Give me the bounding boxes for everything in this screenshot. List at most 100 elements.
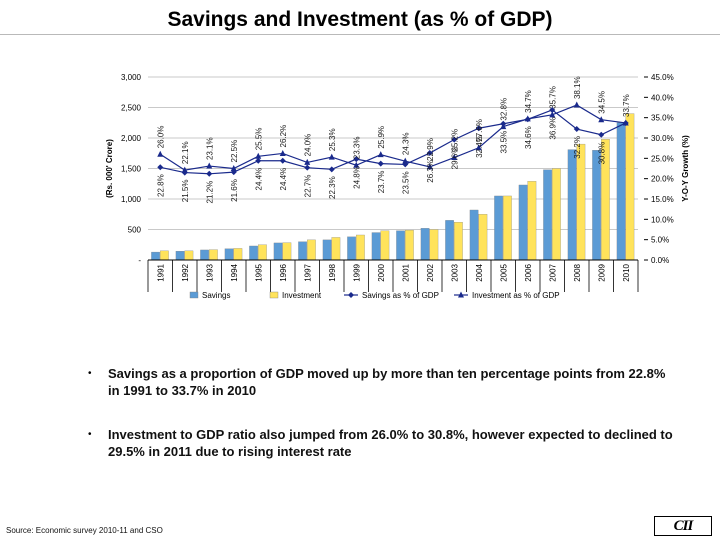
savings-pct-label: 30.8% — [597, 142, 606, 165]
investment-pct-label: 34.5% — [597, 91, 606, 114]
savings-bar — [592, 150, 601, 261]
savings-bar — [298, 241, 307, 261]
investment-pct-label: 25.9% — [377, 126, 386, 149]
right-tick-label: 10.0% — [651, 215, 674, 224]
investment-bar — [331, 237, 341, 261]
legend-label: Savings as % of GDP — [362, 291, 439, 300]
bullet-text-savings: Savings as a proportion of GDP moved up … — [108, 366, 666, 398]
investment-bar — [282, 242, 292, 261]
savings-pct-point — [304, 164, 311, 171]
x-tick-label: 1992 — [181, 263, 190, 281]
savings-pct-label: 21.6% — [230, 179, 239, 202]
investment-pct-label: 22.5% — [230, 140, 239, 163]
investment-pct-label: 24.0% — [303, 134, 312, 157]
savings-bar — [567, 149, 577, 261]
left-tick-label: 1,500 — [121, 165, 142, 174]
investment-bar — [380, 230, 390, 261]
investment-bar — [576, 143, 586, 261]
savings-bar — [224, 248, 234, 261]
savings-bar — [543, 169, 552, 261]
x-tick-label: 2000 — [377, 263, 386, 281]
lines — [157, 101, 629, 177]
savings-pct-point — [573, 126, 580, 133]
x-tick-label: 1998 — [328, 263, 337, 281]
bars — [151, 113, 635, 261]
right-axis-title: Y-O-Y Growth (%) — [681, 135, 690, 202]
legend-label: Investment — [282, 291, 322, 300]
investment-pct-point — [279, 149, 286, 156]
investment-bar — [478, 214, 488, 261]
savings-pct-point — [279, 157, 286, 164]
investment-pct-point — [157, 150, 164, 157]
x-tick-label: 1991 — [156, 263, 165, 281]
legend-swatch — [189, 291, 199, 299]
savings-pct-label: 32.4% — [475, 135, 484, 158]
x-tick-label: 1997 — [303, 263, 312, 281]
investment-bar — [209, 249, 218, 261]
savings-bar — [249, 245, 258, 261]
x-tick-label: 2004 — [475, 263, 484, 281]
investment-pct-label: 26.0% — [156, 126, 165, 149]
x-tick-label: 1994 — [230, 263, 239, 281]
savings-pct-point — [451, 136, 458, 143]
savings-pct-label: 22.8% — [156, 174, 165, 197]
legend-swatch — [269, 291, 279, 299]
investment-pct-label: 23.3% — [352, 137, 361, 160]
savings-bar — [518, 184, 528, 261]
savings-pct-point — [255, 157, 262, 164]
investment-bar — [454, 222, 463, 261]
investment-bar — [233, 248, 243, 261]
x-tick-label: 2010 — [622, 263, 631, 281]
investment-pct-point — [573, 101, 580, 108]
left-tick-label: 1,000 — [121, 195, 142, 204]
left-tick-label: 500 — [128, 226, 142, 235]
savings-bar — [445, 220, 454, 261]
investment-pct-point — [304, 158, 311, 165]
investment-pct-point — [500, 123, 507, 130]
savings-pct-point — [475, 125, 482, 132]
investment-pct-label: 22.1% — [181, 141, 190, 164]
savings-pct-label: 29.6% — [450, 147, 459, 170]
legend: Savings Investment Savings as % of GDP Inve… — [189, 291, 560, 300]
savings-bar — [151, 251, 160, 261]
investment-pct-point — [402, 157, 409, 164]
data-labels: 22.8% 21.5% 21.2% 21.6% 24.4% 24.4% 22.7% 22.3%… — [156, 76, 631, 203]
savings-bar — [420, 228, 430, 261]
investment-pct-label: 32.8% — [499, 98, 508, 121]
right-tick-label: 40.0% — [651, 93, 674, 102]
right-tick-label: 20.0% — [651, 175, 674, 184]
investment-pct-label: 25.5% — [254, 128, 263, 151]
savings-bar — [371, 232, 381, 261]
savings-pct-label: 22.3% — [328, 176, 337, 199]
investment-pct-label: 25.2% — [450, 129, 459, 152]
investment-pct-point — [549, 111, 556, 118]
savings-pct-label: 22.7% — [303, 175, 312, 198]
savings-bar — [494, 195, 503, 261]
savings-bar — [347, 236, 356, 261]
investment-bar — [160, 250, 169, 261]
investment-bar — [625, 113, 635, 261]
savings-bar — [322, 239, 332, 261]
left-tick-label: 3,000 — [121, 73, 142, 82]
investment-pct-point — [598, 116, 605, 123]
savings-pct-point — [377, 160, 384, 167]
investment-pct-point — [181, 166, 188, 173]
savings-bar — [616, 122, 626, 261]
x-tick-label: 2008 — [573, 263, 582, 281]
savings-bar — [396, 230, 405, 261]
savings-pct-point — [157, 164, 164, 171]
right-tick-label: 0.0% — [651, 256, 669, 265]
investment-pct-label: 34.7% — [524, 90, 533, 113]
investment-pct-point — [451, 154, 458, 161]
left-tick-label: - — [138, 256, 141, 265]
savings-pct-point — [549, 106, 556, 113]
investment-pct-point — [255, 152, 262, 159]
savings-pct-label: 34.6% — [524, 126, 533, 149]
investment-bar — [429, 229, 439, 261]
x-tick-label: 1996 — [279, 263, 288, 281]
title-divider — [0, 34, 720, 35]
savings-pct-label: 21.5% — [181, 180, 190, 203]
savings-investment-chart: - 500 1,000 1,500 2,000 2,500 3,000 0.0% 5.0% 10.… — [105, 73, 690, 300]
investment-pct-point — [353, 161, 360, 168]
legend-marker — [458, 291, 464, 298]
